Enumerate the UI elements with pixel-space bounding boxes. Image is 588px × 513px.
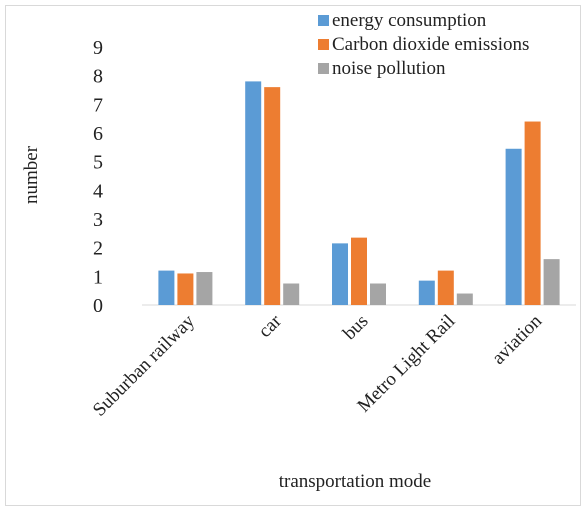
- y-tick-label: 1: [93, 266, 103, 288]
- x-tick-label: car: [254, 310, 286, 342]
- bar: [370, 283, 386, 305]
- y-tick-label: 2: [93, 238, 103, 260]
- bar: [543, 259, 560, 305]
- bar: [351, 237, 367, 305]
- y-axis-ticks: 0 1 2 3 4 5 6 7 8 9: [93, 37, 103, 317]
- y-tick-label: 3: [93, 209, 103, 231]
- bar: [456, 293, 473, 305]
- bar: [264, 87, 281, 305]
- y-tick-label: 0: [93, 295, 103, 317]
- bar: [332, 243, 348, 305]
- x-tick-label: bus: [339, 311, 373, 345]
- bar: [245, 81, 262, 306]
- y-tick-label: 4: [93, 180, 103, 202]
- bar: [158, 270, 175, 305]
- bar: [524, 121, 541, 306]
- y-axis-title: number: [21, 145, 42, 204]
- bar: [283, 283, 300, 305]
- legend: energy consumption Carbon dioxide emissio…: [318, 10, 529, 79]
- legend-swatch: [318, 15, 329, 26]
- x-tick-label: Suburban railway: [89, 310, 199, 420]
- bar: [196, 272, 213, 305]
- bar: [418, 280, 435, 305]
- chart-frame: [5, 5, 581, 506]
- legend-swatch: [318, 39, 329, 50]
- legend-label: Carbon dioxide emissions: [332, 34, 529, 55]
- bar: [505, 148, 522, 305]
- x-axis-title: transportation mode: [279, 471, 432, 492]
- legend-label: energy consumption: [332, 10, 487, 31]
- bar: [177, 273, 194, 305]
- y-tick-label: 8: [93, 66, 103, 88]
- y-tick-label: 5: [93, 152, 103, 174]
- y-tick-label: 9: [93, 37, 103, 59]
- bars: [158, 81, 560, 306]
- legend-swatch: [318, 63, 329, 74]
- legend-label: noise pollution: [332, 58, 446, 79]
- y-tick-label: 7: [93, 94, 103, 116]
- y-tick-label: 6: [93, 123, 103, 145]
- x-tick-label: aviation: [488, 310, 546, 368]
- bar: [437, 270, 454, 305]
